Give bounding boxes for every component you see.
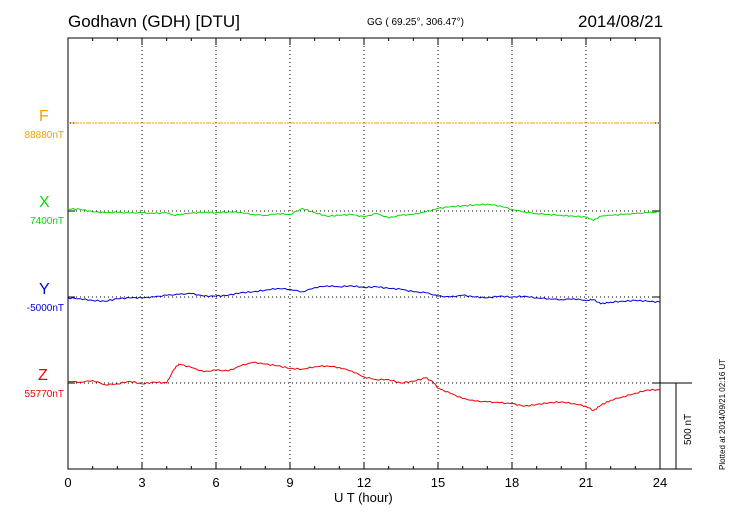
- plotted-at-note: Plotted at 2014/09/21 02:16 UT: [718, 358, 727, 470]
- x-tick-label: 0: [64, 475, 71, 490]
- series-lines: [67, 122, 661, 412]
- x-tick-label: 3: [138, 475, 145, 490]
- x-tick-label: 12: [357, 475, 371, 490]
- x-axis-label: U T (hour): [334, 490, 393, 505]
- x-tick-label: 24: [653, 475, 667, 490]
- station-title: Godhavn (GDH) [DTU]: [68, 12, 240, 31]
- scale-bar: [660, 382, 692, 470]
- component-label-f: F: [39, 108, 49, 125]
- x-tick-label: 18: [505, 475, 519, 490]
- baseline-value-f: 88880nT: [24, 130, 64, 141]
- date-label: 2014/08/21: [578, 12, 664, 31]
- baseline-value-x: 7400nT: [30, 216, 64, 227]
- component-label-z: Z: [38, 367, 48, 384]
- component-label-y: Y: [39, 281, 50, 298]
- series-line-x: [67, 203, 661, 222]
- series-line-z: [67, 361, 661, 412]
- component-label-x: X: [39, 194, 50, 211]
- x-tick-label: 9: [286, 475, 293, 490]
- series-line-y: [67, 285, 661, 305]
- x-tick-labels: 0 3 6 9 12 15 18 21 24: [64, 475, 667, 490]
- x-tick-label: 15: [431, 475, 445, 490]
- x-tick-label: 21: [579, 475, 593, 490]
- scale-bar-label: 500 nT: [683, 413, 694, 445]
- geo-coords: GG ( 69.25°, 306.47°): [367, 17, 464, 28]
- baseline-value-y: -5000nT: [26, 303, 64, 314]
- axis-ticks: [67, 38, 661, 469]
- baseline-value-z: 55770nT: [24, 389, 64, 400]
- x-tick-label: 6: [212, 475, 219, 490]
